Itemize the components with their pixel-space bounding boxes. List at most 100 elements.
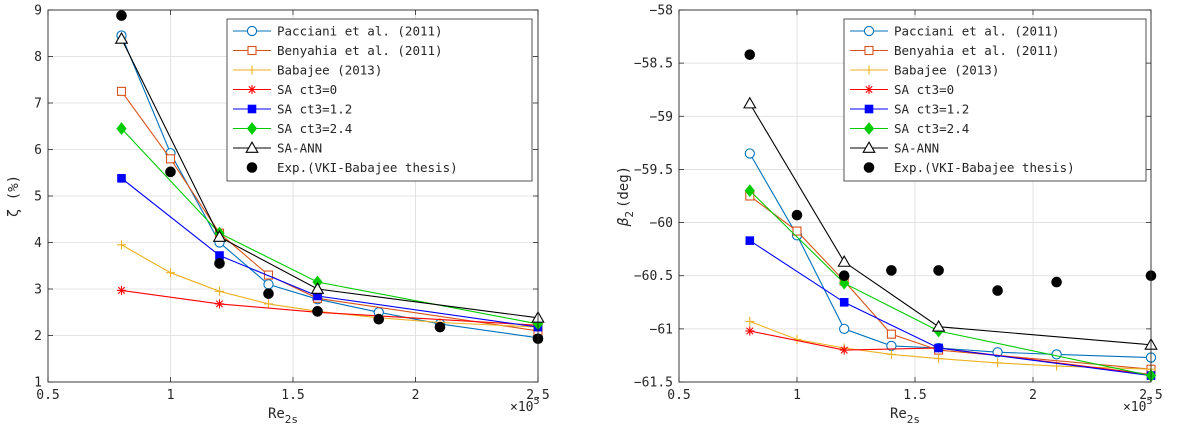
- legend-marker: [247, 104, 257, 114]
- data-point: [839, 323, 850, 335]
- series-line: [121, 244, 539, 328]
- legend-item: SA ct3=2.4: [233, 121, 352, 136]
- data-point: [373, 313, 385, 325]
- y-tick-label: −58: [650, 4, 673, 19]
- data-point: [931, 319, 946, 332]
- x-tick-label: 2.5: [1139, 388, 1162, 403]
- y-tick-label: 9: [34, 4, 42, 19]
- data-point: [993, 358, 1003, 368]
- series-group: [114, 10, 545, 345]
- legend-label: Benyahia et al. (2011): [277, 43, 443, 58]
- legend: Pacciani et al. (2011) Benyahia et al. (2…: [843, 18, 1147, 182]
- legend-item: Babajee (2013): [850, 63, 999, 78]
- x-tick-label: 1: [167, 388, 175, 403]
- legend-item: SA-ANN: [850, 141, 939, 156]
- x-tick-label: 0.5: [667, 388, 690, 403]
- legend-item: Pacciani et al. (2011): [850, 24, 1060, 39]
- series-line: [749, 190, 1152, 377]
- data-point: [886, 265, 897, 276]
- data-point: [312, 306, 323, 317]
- series-line: [121, 177, 539, 328]
- data-point: [745, 316, 755, 326]
- legend-label: Babajee (2013): [277, 63, 382, 78]
- legend-marker: [862, 141, 876, 153]
- data-point: [744, 49, 756, 60]
- data-point: [992, 285, 1003, 296]
- x-tick-label: 1.5: [281, 388, 304, 403]
- data-point: [791, 209, 803, 221]
- legend-marker: [864, 85, 874, 94]
- legend-marker: [245, 141, 259, 153]
- legend-label: Babajee (2013): [894, 63, 999, 78]
- series-line: [749, 320, 1152, 370]
- x-tick-label: 1.5: [903, 388, 926, 403]
- legend-label: SA ct3=2.4: [277, 121, 352, 136]
- legend-label: Benyahia et al. (2011): [894, 43, 1060, 58]
- data-point: [745, 326, 755, 336]
- x-axis-label: Re2s: [268, 406, 298, 426]
- data-point: [744, 148, 755, 159]
- x-tick-label: 1: [793, 388, 801, 403]
- legend-item: Exp.(VKI-Babajee thesis): [863, 160, 1075, 175]
- y-tick-label: 4: [34, 236, 42, 251]
- legend-marker: [246, 122, 258, 135]
- legend-label: Exp.(VKI-Babajee thesis): [894, 160, 1075, 175]
- series-7: [114, 31, 545, 323]
- data-point: [263, 270, 274, 280]
- data-point: [744, 184, 755, 198]
- data-point: [745, 236, 755, 245]
- data-point: [117, 240, 126, 250]
- legend-box: [843, 18, 1147, 182]
- y-tick-label: 8: [34, 50, 42, 65]
- legend-marker: [246, 162, 258, 173]
- legend-item: SA ct3=2.4: [850, 121, 969, 136]
- legend: Pacciani et al. (2011) Benyahia et al. (2…: [226, 18, 533, 182]
- data-point: [933, 265, 944, 276]
- series-line: [121, 91, 539, 332]
- legend-item: Benyahia et al. (2011): [850, 43, 1060, 58]
- legend-label: SA ct3=1.2: [894, 102, 969, 117]
- data-point: [215, 299, 224, 309]
- legend-label: SA ct3=0: [277, 82, 337, 97]
- legend-marker: [863, 25, 875, 37]
- y-tick-label: 6: [34, 143, 42, 158]
- data-point: [992, 347, 1003, 358]
- legend-marker: [864, 45, 874, 56]
- legend-label: Pacciani et al. (2011): [894, 24, 1060, 39]
- legend-label: Pacciani et al. (2011): [277, 24, 443, 39]
- data-point: [838, 270, 850, 282]
- data-point: [165, 166, 176, 178]
- data-point: [117, 174, 126, 183]
- y-tick-label: −58.5: [634, 57, 673, 72]
- legend-marker: [246, 25, 258, 37]
- data-point: [1051, 349, 1062, 360]
- x-axis-multiplier: ×105: [1123, 396, 1153, 415]
- data-point: [792, 226, 802, 236]
- legend-label: SA-ANN: [277, 141, 322, 156]
- data-point: [886, 329, 896, 339]
- legend-item: Pacciani et al. (2011): [233, 24, 443, 39]
- series-group: [743, 49, 1158, 383]
- y-tick-label: 7: [34, 97, 42, 112]
- data-point: [886, 349, 896, 359]
- legend-marker: [247, 45, 257, 56]
- x-tick-label: 2: [412, 388, 420, 403]
- legend-item: SA ct3=1.2: [850, 102, 969, 117]
- legend-marker: [863, 162, 875, 173]
- data-point: [117, 285, 126, 295]
- data-point: [839, 276, 850, 290]
- axes-box: [678, 9, 1152, 383]
- data-point: [114, 31, 129, 44]
- y-tick-label: −59.5: [634, 163, 673, 178]
- data-point: [837, 254, 851, 267]
- y-tick-label: −60.5: [634, 269, 673, 284]
- legend-marker: [863, 122, 875, 135]
- data-point: [263, 288, 274, 299]
- legend-item: Exp.(VKI-Babajee thesis): [246, 160, 458, 175]
- data-point: [214, 258, 225, 269]
- x-tick-label: 0.5: [36, 388, 59, 403]
- data-point: [263, 279, 274, 290]
- data-point: [166, 268, 175, 278]
- x-axis-multiplier: ×105: [510, 396, 540, 415]
